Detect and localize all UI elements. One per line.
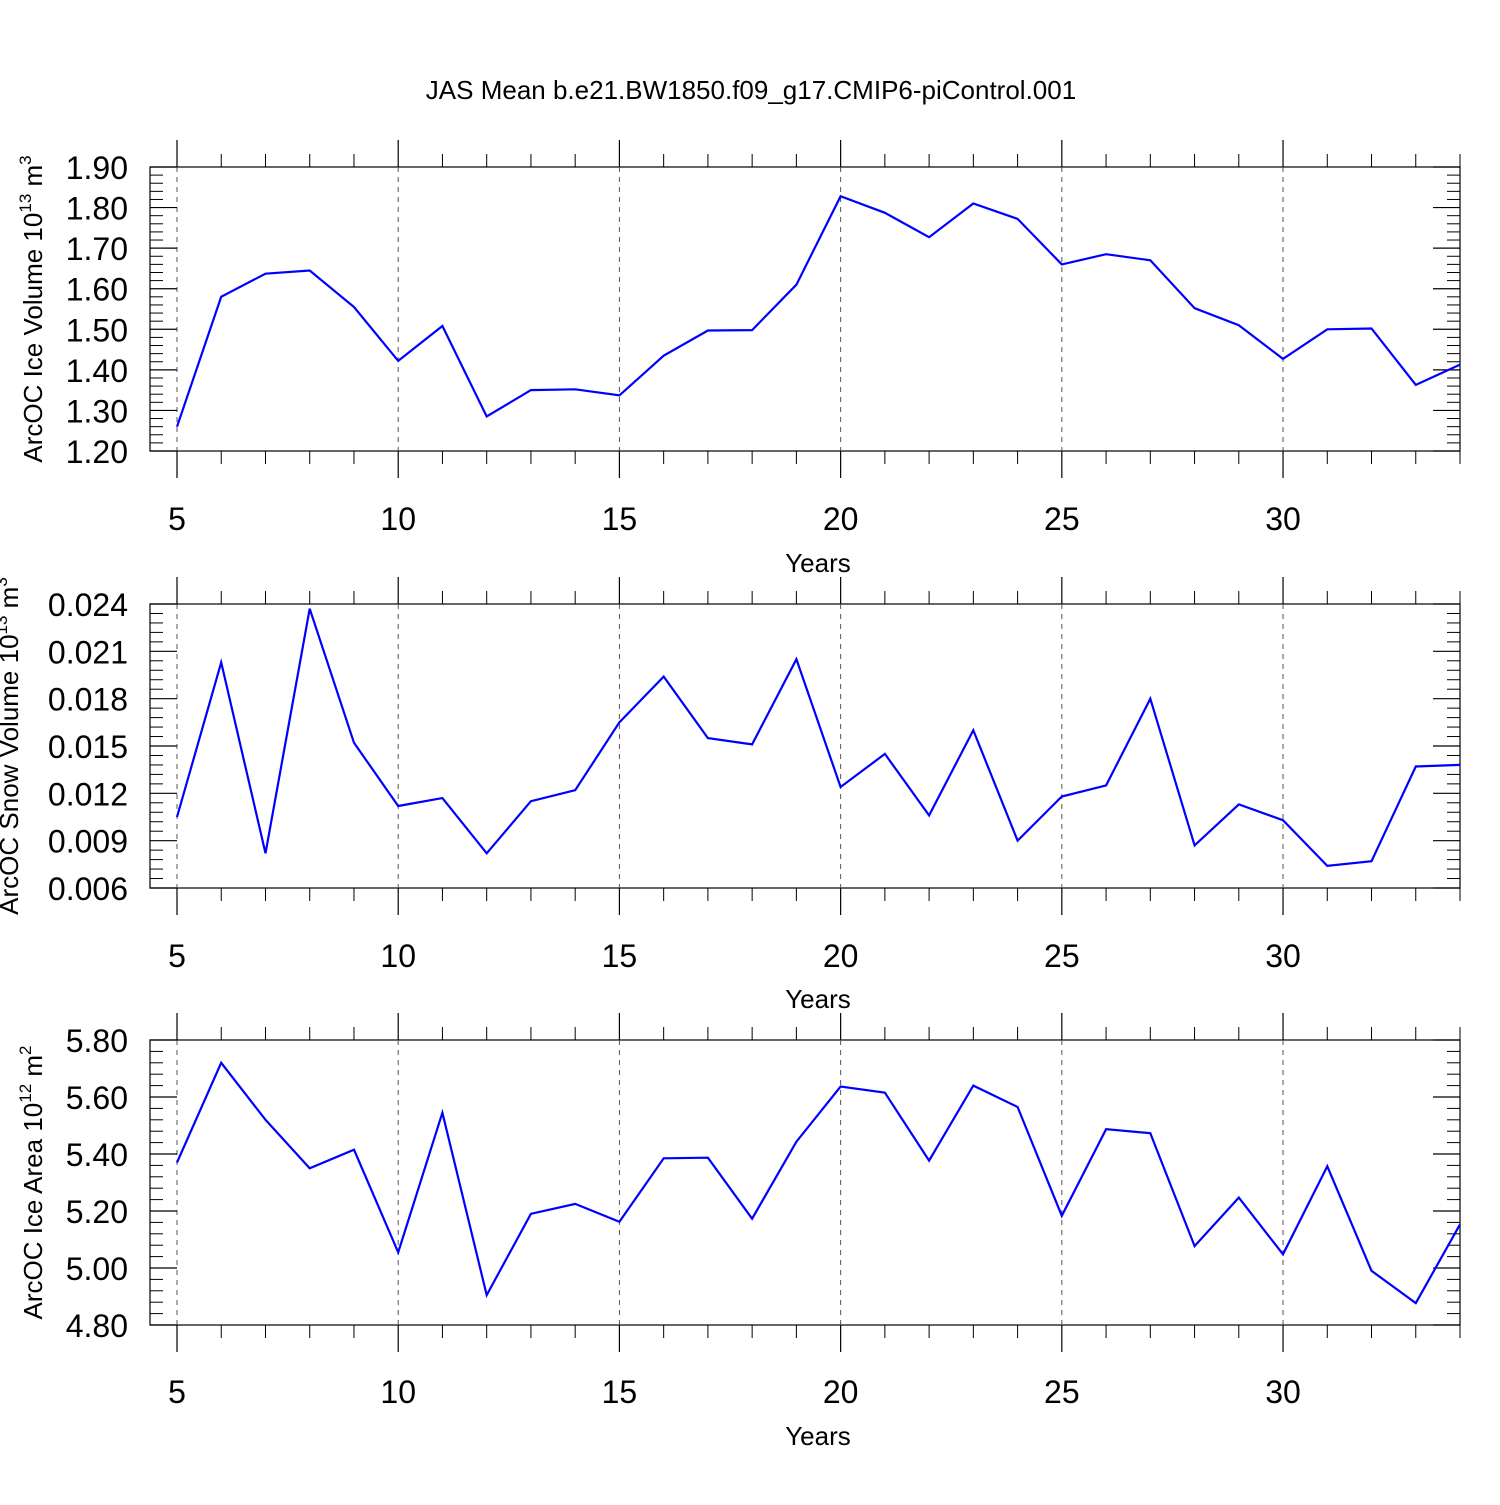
chart-panels: 5 10 15 20 25 30 1.20 1.30 1.40 1.50 1.60 1.70 1.80 1… — [0, 140, 1460, 1451]
y-tick-label: 5.40 — [66, 1137, 128, 1173]
series-line-ice-volume — [177, 196, 1460, 427]
y-tick-label: 0.018 — [48, 682, 128, 718]
y-axis-title: ArcOC Snow Volume 1013 m3 — [0, 577, 24, 915]
y-tick-label: 5.20 — [66, 1194, 128, 1230]
x-tick-label: 30 — [1265, 1374, 1301, 1410]
y-tick-label: 0.024 — [48, 587, 128, 623]
panel-snow-volume: 5 10 15 20 25 30 0.006 0.009 0.012 0.015 0.018 0.02… — [0, 577, 1460, 1014]
x-tick-label: 5 — [168, 1374, 186, 1410]
x-axis-title: Years — [785, 1421, 851, 1451]
y-tick-label: 1.20 — [66, 434, 128, 470]
x-tick-label: 25 — [1044, 501, 1080, 537]
y-tick-label: 0.009 — [48, 824, 128, 860]
x-tick-label: 10 — [380, 501, 416, 537]
y-tick-label: 5.00 — [66, 1251, 128, 1287]
y-tick-label: 1.90 — [66, 150, 128, 186]
chart-title: JAS Mean b.e21.BW1850.f09_g17.CMIP6-piCo… — [426, 75, 1076, 105]
x-tick-label: 15 — [602, 938, 638, 974]
x-tick-label: 20 — [823, 938, 859, 974]
y-tick-label: 5.60 — [66, 1080, 128, 1116]
plot-frame — [150, 167, 1460, 451]
y-tick-label: 4.80 — [66, 1308, 128, 1344]
x-tick-label: 15 — [602, 1374, 638, 1410]
plot-frame — [150, 604, 1460, 888]
x-tick-label: 20 — [823, 501, 859, 537]
y-tick-label: 1.50 — [66, 312, 128, 348]
x-axis-title: Years — [785, 548, 851, 578]
y-axis-title: ArcOC Ice Area 1012 m2 — [16, 1045, 48, 1319]
y-tick-label: 1.60 — [66, 272, 128, 308]
series-line-ice-area — [177, 1063, 1460, 1303]
x-tick-label: 25 — [1044, 938, 1080, 974]
x-axis-title: Years — [785, 984, 851, 1014]
y-tick-label: 5.80 — [66, 1023, 128, 1059]
y-tick-label: 0.012 — [48, 776, 128, 812]
series-line-snow-volume — [177, 609, 1460, 866]
y-tick-label: 0.006 — [48, 871, 128, 907]
y-tick-label: 1.40 — [66, 353, 128, 389]
y-tick-label: 0.021 — [48, 634, 128, 670]
panel-ice-area: 5 10 15 20 25 30 4.80 5.00 5.20 5.40 5.60 5.80 Years… — [16, 1013, 1460, 1451]
y-tick-label: 1.80 — [66, 191, 128, 227]
plot-frame — [150, 1040, 1460, 1325]
x-tick-label: 10 — [380, 938, 416, 974]
y-tick-label: 1.70 — [66, 231, 128, 267]
x-tick-label: 5 — [168, 501, 186, 537]
y-tick-label: 0.015 — [48, 729, 128, 765]
x-tick-label: 30 — [1265, 501, 1301, 537]
y-tick-label: 1.30 — [66, 393, 128, 429]
x-tick-label: 25 — [1044, 1374, 1080, 1410]
x-tick-label: 5 — [168, 938, 186, 974]
y-axis-title: ArcOC Ice Volume 1013 m3 — [16, 155, 48, 462]
x-tick-label: 15 — [602, 501, 638, 537]
x-tick-label: 10 — [380, 1374, 416, 1410]
x-tick-label: 20 — [823, 1374, 859, 1410]
panel-ice-volume: 5 10 15 20 25 30 1.20 1.30 1.40 1.50 1.60 1.70 1.80 1… — [16, 140, 1460, 578]
x-tick-label: 30 — [1265, 938, 1301, 974]
